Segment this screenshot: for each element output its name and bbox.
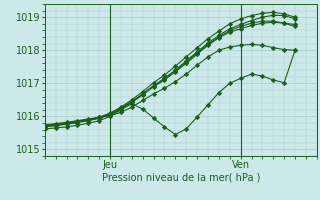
- X-axis label: Pression niveau de la mer( hPa ): Pression niveau de la mer( hPa ): [102, 173, 260, 183]
